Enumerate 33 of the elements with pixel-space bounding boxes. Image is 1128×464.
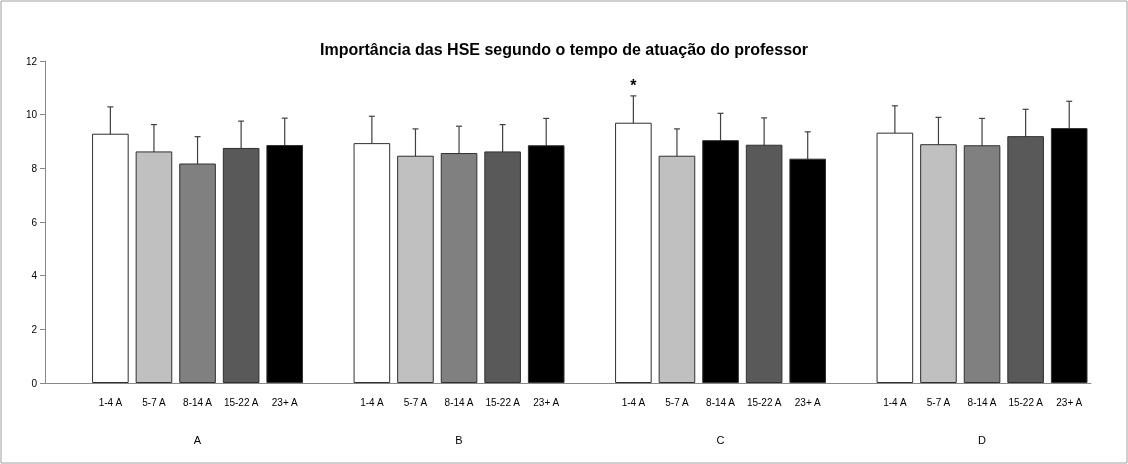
annotation: *: [630, 77, 638, 95]
x-tick-label: 23+ A: [271, 396, 298, 408]
y-tick-label: 12: [25, 55, 38, 67]
x-tick-label: 1-4 A: [621, 396, 646, 408]
y-tick-label: 4: [31, 270, 38, 282]
text: D: [978, 434, 987, 446]
x-tick-label: 8-14 A: [444, 396, 474, 408]
x-tick-label: 5-7 A: [665, 396, 689, 408]
text: C: [716, 434, 725, 446]
y-tick-label: 2: [31, 323, 38, 335]
x-tick-label: 5-7 A: [926, 396, 951, 408]
x-tick-label: 1-4 A: [360, 396, 384, 408]
chart-title: Importância das HSE segundo o tempo de atuação do professor: [319, 40, 809, 58]
x-tick-label: 15-22 A: [1008, 396, 1044, 408]
x-tick-label: 23+ A: [794, 396, 821, 408]
y-tick-label: 0: [31, 377, 38, 389]
x-tick-label: 5-7 A: [403, 396, 428, 408]
text: B: [455, 434, 463, 446]
x-tick-label: 15-22 A: [223, 396, 259, 408]
y-tick-label: 6: [31, 216, 38, 228]
x-tick-label: 8-14 A: [967, 396, 997, 408]
x-tick-label: 5-7 A: [142, 396, 166, 408]
x-tick-label: 1-4 A: [98, 396, 123, 408]
x-tick-label: 23+ A: [1056, 396, 1083, 408]
y-tick-label: 10: [25, 109, 38, 121]
x-tick-label: 8-14 A: [183, 396, 213, 408]
x-tick-label: 15-22 A: [485, 396, 521, 408]
x-tick-label: 23+ A: [533, 396, 560, 408]
text: A: [193, 434, 202, 446]
y-tick-label: 8: [31, 162, 38, 174]
x-tick-label: 15-22 A: [746, 396, 782, 408]
x-tick-label: 8-14 A: [706, 396, 736, 408]
x-tick-label: 1-4 A: [883, 396, 907, 408]
